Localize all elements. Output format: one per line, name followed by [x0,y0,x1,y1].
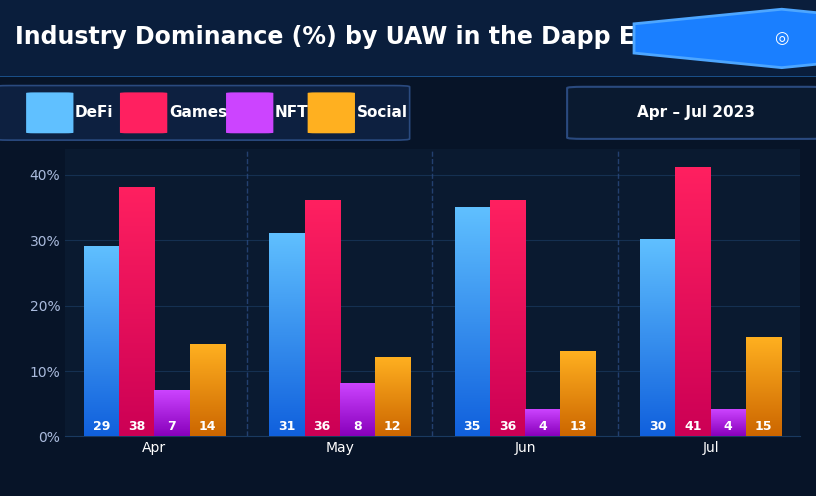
Text: 36: 36 [499,420,517,433]
Text: 36: 36 [313,420,330,433]
FancyBboxPatch shape [567,87,816,139]
FancyBboxPatch shape [226,92,273,133]
Text: Apr – Jul 2023: Apr – Jul 2023 [637,105,755,121]
Text: Industry Dominance (%) by UAW in the Dapp Ecosystem: Industry Dominance (%) by UAW in the Dap… [15,25,761,49]
Text: Games: Games [169,105,227,121]
Text: 12: 12 [384,420,401,433]
Text: 31: 31 [278,420,295,433]
Text: NFT: NFT [275,105,308,121]
Text: 41: 41 [685,420,702,433]
Text: 8: 8 [353,420,361,433]
Text: 15: 15 [755,420,772,433]
FancyBboxPatch shape [120,92,167,133]
FancyBboxPatch shape [0,86,410,140]
Text: Social: Social [357,105,408,121]
Text: ◎: ◎ [774,29,789,48]
FancyBboxPatch shape [26,92,73,133]
Text: 14: 14 [198,420,216,433]
Text: 38: 38 [128,420,145,433]
Text: 30: 30 [649,420,667,433]
Text: DeFi: DeFi [75,105,113,121]
Text: 7: 7 [167,420,176,433]
Text: 13: 13 [570,420,587,433]
Text: 4: 4 [724,420,733,433]
Text: 4: 4 [539,420,548,433]
FancyBboxPatch shape [308,92,355,133]
Polygon shape [634,9,816,67]
Text: 29: 29 [93,420,110,433]
Text: 35: 35 [463,420,481,433]
